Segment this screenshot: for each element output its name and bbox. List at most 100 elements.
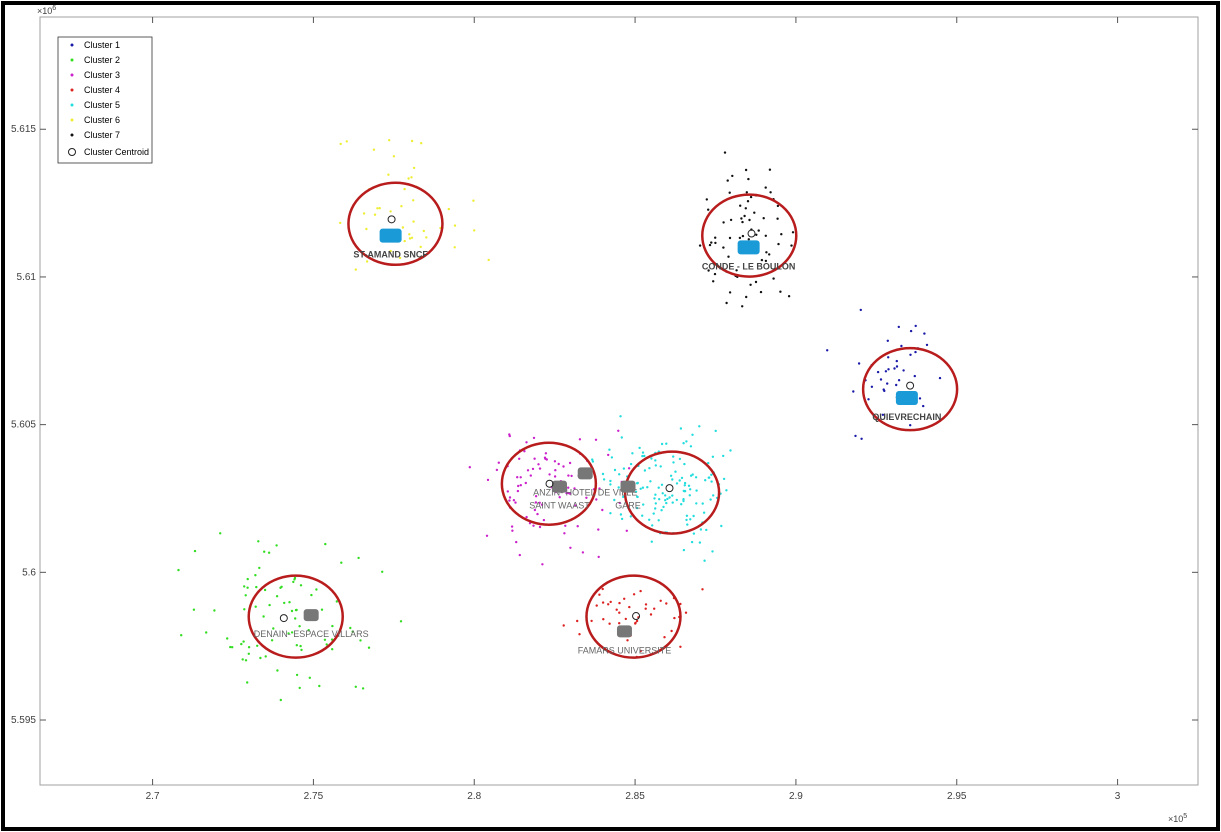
cluster-2-point (315, 588, 318, 591)
cluster-2-point (295, 608, 298, 612)
cluster-1-point (914, 350, 917, 354)
cluster-2-point (229, 645, 232, 649)
cluster-5-point (638, 446, 641, 450)
cluster-7-point (723, 151, 727, 154)
cluster-1-point (852, 390, 855, 393)
cluster-1-point (925, 343, 929, 347)
cluster-4-point (590, 619, 593, 623)
cluster-7-point (772, 277, 775, 280)
cluster-2-point (299, 584, 303, 587)
legend-marker (70, 73, 74, 77)
cluster-2-point (340, 561, 343, 564)
cluster-2-point (257, 540, 260, 543)
cluster-5-point (686, 523, 689, 526)
cluster-7-point (787, 295, 791, 298)
cluster-5-point (660, 442, 664, 446)
cluster-3-point (508, 433, 511, 436)
cluster-5-point (688, 494, 691, 497)
station-marker (616, 625, 632, 638)
cluster-2-point (258, 566, 261, 570)
cluster-2-point (240, 642, 243, 646)
cluster-4-point (615, 608, 618, 611)
cluster-3-point (544, 457, 547, 460)
cluster-3-point (468, 466, 471, 469)
cluster-2-point (267, 551, 271, 554)
cluster-5-point (636, 495, 639, 498)
cluster-7-point (741, 234, 745, 238)
legend-label: Cluster 3 (84, 70, 120, 80)
cluster-3-point (541, 563, 544, 566)
cluster-2-point (381, 570, 384, 573)
cluster-5-point (619, 513, 623, 516)
cluster-2-point (231, 646, 234, 649)
cluster-6-point (408, 237, 412, 240)
cluster-5-point (704, 479, 707, 482)
cluster-4-point (598, 593, 601, 596)
cluster-5-point (680, 503, 683, 506)
cluster-4-point (607, 603, 610, 606)
cluster-7-point (776, 204, 780, 208)
cluster-7-point (765, 251, 768, 254)
cluster-3-point (511, 529, 514, 532)
cluster-6-point (453, 246, 456, 249)
station-marker (303, 609, 319, 622)
station-markers: ST-AMAND SNCF CONDE - LE BOULON QUIEVRECHA… (254, 228, 941, 655)
cluster-6-point (412, 199, 415, 202)
cluster-2-point (246, 577, 249, 581)
legend-label-centroid: Cluster Centroid (84, 147, 149, 157)
cluster-5-point (658, 498, 661, 501)
cluster-3-point (568, 461, 572, 465)
cluster-7-point (713, 272, 717, 276)
station-marker (379, 228, 402, 243)
cluster-2-point (243, 608, 246, 611)
cluster-3-point (581, 551, 585, 554)
cluster-3-point (573, 487, 576, 490)
cluster-3-point (540, 503, 544, 506)
cluster-3-point (565, 491, 568, 495)
cluster-2-point (310, 593, 313, 597)
cluster-5-point (683, 481, 687, 485)
cluster-2-point (399, 620, 403, 623)
cluster-2-point (299, 644, 302, 648)
cluster-6-point (401, 226, 405, 229)
cluster-3-point (538, 525, 542, 529)
cluster-5-point (629, 462, 633, 466)
cluster-6-point (372, 148, 376, 151)
cluster-3-point (515, 540, 518, 544)
cluster-2-point (242, 640, 245, 643)
cluster-5-point (591, 458, 594, 461)
cluster-5-point (665, 501, 668, 505)
cluster-3-point (526, 469, 530, 472)
cluster-5-point (650, 457, 653, 460)
cluster-3-point (562, 465, 565, 468)
cluster-3-point (486, 478, 490, 482)
cluster-6-point (354, 268, 357, 271)
cluster-4-point (639, 589, 642, 593)
cluster-3-point (519, 476, 522, 479)
cluster-7-point (707, 208, 710, 211)
cluster-5-point (690, 540, 694, 544)
cluster-2-point (324, 542, 327, 546)
cluster-2-point (246, 586, 249, 589)
highlight-circle (861, 346, 959, 432)
plot-area (39, 16, 1199, 786)
cluster-7-point (748, 218, 751, 222)
cluster-5-point (678, 479, 681, 482)
cluster-5-point (669, 474, 673, 477)
cluster-5-point (609, 479, 612, 483)
cluster-6-point (362, 212, 366, 215)
cluster-6-point (376, 207, 379, 210)
cluster-3-point (558, 496, 561, 499)
cluster-7-point (722, 246, 725, 249)
cluster-2-point (298, 686, 301, 690)
cluster-7-point (764, 259, 768, 263)
cluster-1-point (914, 324, 917, 328)
cluster-4-point (618, 611, 621, 614)
cluster-2-point (361, 687, 365, 690)
cluster-5-point (689, 488, 692, 491)
cluster-5-point (711, 550, 714, 553)
cluster-3-point (595, 498, 598, 501)
cluster-3-point (542, 518, 546, 522)
cluster-5-point (708, 476, 711, 479)
cluster-5-point (695, 502, 698, 505)
